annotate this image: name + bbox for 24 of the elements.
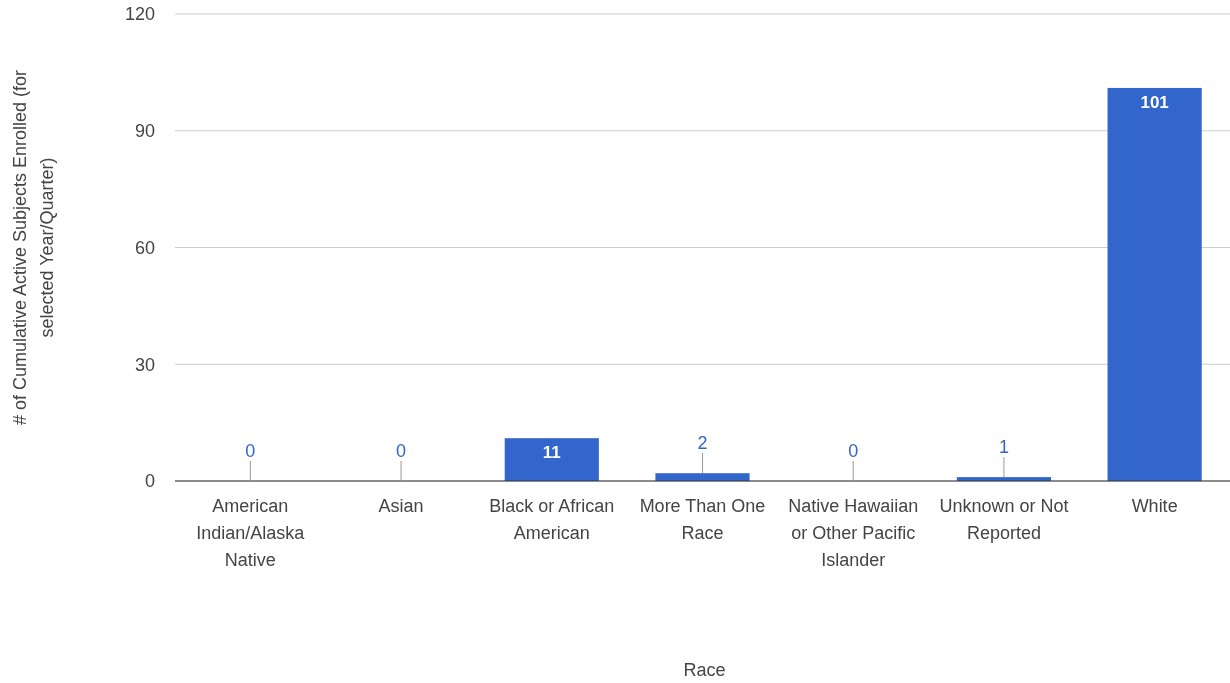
bar: [655, 473, 750, 481]
bar: [1107, 87, 1202, 481]
y-tick-label: 60: [134, 237, 155, 258]
x-tick-label: Black or African American: [489, 496, 615, 543]
x-tick-label: More Than One Race: [639, 496, 766, 543]
y-tick-label: 0: [144, 471, 155, 492]
data-label: 0: [848, 441, 859, 461]
y-axis-title: # of Cumulative Active Subjects Enrolled (for selected Year/Quarter): [10, 69, 57, 426]
data-label: 0: [245, 441, 256, 461]
y-tick-label: 120: [124, 4, 155, 25]
data-label: 101: [1140, 92, 1169, 112]
y-tick-label: 30: [134, 354, 155, 375]
x-axis-title: Race: [683, 660, 726, 680]
x-tick-label: Unknown or Not Reported: [939, 496, 1069, 543]
x-tick-label: Asian: [378, 496, 424, 516]
x-tick-label: White: [1131, 496, 1178, 516]
data-label: 2: [697, 433, 708, 454]
x-tick-label: American Indian/Alaska Native: [196, 496, 306, 570]
x-tick-label: Native Hawaiian or Other Pacific Islander: [788, 496, 919, 570]
bar: [504, 438, 599, 481]
data-label: 1: [998, 437, 1009, 458]
data-label: 11: [542, 443, 561, 463]
data-label: 0: [396, 441, 407, 461]
y-tick-label: 90: [134, 121, 155, 142]
